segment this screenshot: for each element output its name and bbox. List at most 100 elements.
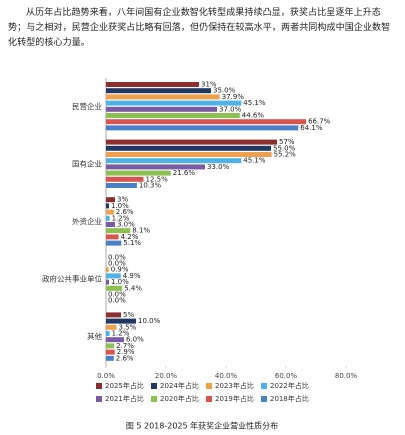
bar	[106, 88, 211, 94]
value-label: 12.5%	[146, 175, 169, 183]
bar	[106, 343, 115, 349]
bar	[106, 240, 122, 246]
legend-swatch	[261, 383, 267, 389]
value-label: 55.0%	[273, 144, 296, 152]
category-label: 国有企业	[72, 158, 102, 168]
value-label: 45.1%	[243, 99, 266, 107]
value-label: 37.0%	[219, 105, 242, 113]
bar	[106, 164, 205, 170]
x-tick-label: 20.0%	[155, 372, 178, 380]
legend-swatch	[151, 383, 157, 389]
legend-swatch	[96, 396, 102, 402]
bar	[106, 170, 171, 176]
legend-label: 2018年占比	[270, 394, 309, 403]
value-label: 5.4%	[124, 284, 142, 292]
legend-swatch	[206, 383, 212, 389]
value-label: 0.0%	[108, 260, 126, 268]
value-label: 2.6%	[116, 208, 134, 216]
legend-label: 2021年占比	[105, 394, 144, 403]
bar	[106, 209, 114, 215]
legend-label: 2024年占比	[160, 381, 199, 390]
bar	[106, 228, 131, 234]
value-label: 31%	[201, 81, 217, 89]
bar	[106, 222, 115, 227]
value-label: 66.7%	[308, 118, 331, 126]
value-label: 4.9%	[123, 272, 141, 280]
bar	[106, 82, 199, 87]
bar	[106, 215, 110, 221]
bar	[106, 203, 109, 209]
legend-swatch	[206, 396, 212, 402]
value-label: 5.1%	[123, 239, 141, 247]
value-label: 35.0%	[213, 87, 236, 95]
bar	[106, 119, 307, 125]
value-label: 0.0%	[108, 291, 126, 299]
legend-swatch	[261, 396, 267, 402]
bar	[106, 279, 109, 285]
value-label: 4.2%	[121, 233, 139, 241]
value-label: 37.9%	[222, 93, 245, 101]
caption: 图 5 2018-2025 年获奖企业营业性质分布	[126, 421, 278, 431]
bar	[106, 145, 271, 151]
x-tick-label: 60.0%	[275, 372, 298, 380]
value-label: 3.0%	[117, 221, 135, 229]
legend-label: 2025年占比	[105, 381, 144, 390]
x-tick-label: 40.0%	[215, 372, 238, 380]
value-label: 8.1%	[132, 227, 150, 235]
value-label: 3.5%	[119, 323, 137, 331]
category-label: 其他	[87, 331, 102, 341]
bar	[106, 139, 277, 145]
bar	[106, 113, 240, 118]
bar	[106, 349, 115, 355]
legend-label: 2022年占比	[270, 381, 309, 390]
bar	[106, 234, 119, 240]
category-label: 民营企业	[72, 101, 102, 111]
legend-label: 2019年占比	[215, 394, 254, 403]
value-label: 0.9%	[111, 266, 129, 274]
value-label: 2.7%	[116, 342, 134, 350]
bar	[106, 197, 115, 203]
value-label: 0.0%	[108, 253, 126, 261]
value-label: 57%	[279, 138, 295, 146]
bar	[106, 273, 121, 279]
legend-label: 2020年占比	[160, 394, 199, 403]
value-label: 0.0%	[108, 297, 126, 305]
value-label: 1.0%	[111, 202, 129, 210]
bar	[106, 331, 110, 336]
bar	[106, 324, 117, 330]
value-label: 3%	[117, 196, 128, 204]
x-tick-label: 0.0%	[97, 372, 115, 380]
bar	[106, 355, 114, 361]
value-label: 64.1%	[300, 124, 323, 132]
value-label: 1.2%	[112, 330, 130, 338]
legend-swatch	[151, 396, 157, 402]
bar	[106, 337, 124, 343]
bar	[106, 125, 299, 131]
bar	[106, 183, 137, 188]
value-label: 44.6%	[242, 112, 265, 120]
x-tick-label: 80.0%	[335, 372, 358, 380]
value-label: 1.2%	[112, 214, 130, 222]
bar	[106, 318, 136, 324]
value-label: 10.3%	[139, 182, 162, 190]
bar	[106, 106, 217, 112]
legend-label: 2023年占比	[215, 381, 254, 390]
value-label: 2.6%	[116, 354, 134, 362]
bar	[106, 285, 123, 291]
value-label: 10.0%	[138, 317, 161, 325]
value-label: 1.0%	[111, 278, 129, 286]
legend-swatch	[96, 383, 102, 389]
value-label: 6.0%	[126, 336, 144, 344]
bar	[106, 267, 109, 273]
category-label: 外资企业	[72, 216, 102, 226]
category-label: 政府公共事业单位	[42, 274, 102, 284]
bar	[106, 176, 144, 182]
bar	[106, 158, 242, 164]
bar	[106, 152, 272, 157]
value-label: 2.9%	[117, 348, 135, 356]
value-label: 55.2%	[274, 151, 297, 159]
bar	[106, 100, 242, 106]
bar	[106, 94, 220, 100]
